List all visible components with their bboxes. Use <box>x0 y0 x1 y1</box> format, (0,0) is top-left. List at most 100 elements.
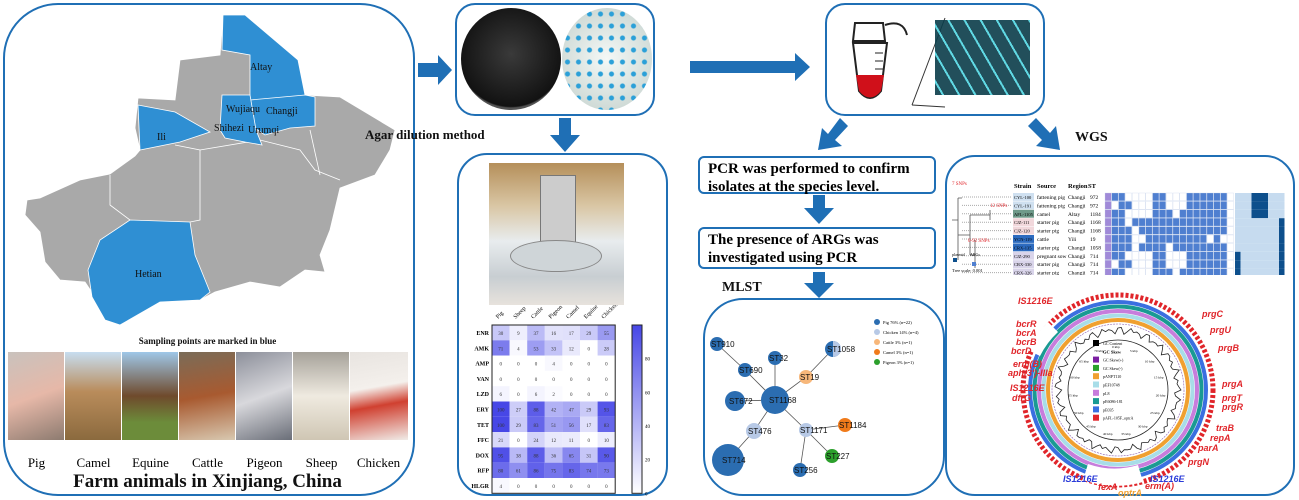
arg-cell <box>1159 243 1166 252</box>
arg-cell <box>1132 243 1139 252</box>
colorbar-tick: 80 <box>645 358 651 363</box>
heatmap-cell <box>544 325 563 341</box>
arg-cell <box>1220 268 1228 275</box>
heatmap-cell <box>597 370 616 387</box>
animal-label: Equine <box>132 455 169 470</box>
heatmap-cell-value: 30 <box>498 332 504 337</box>
animal-label: Chicken <box>356 455 401 470</box>
arg-cell <box>1227 260 1234 269</box>
tree-cell: CJZ-111 <box>1014 220 1029 225</box>
heatmap-cell <box>597 386 616 402</box>
legend-swatch <box>874 319 880 325</box>
heatmap-row-label: AMK <box>474 346 489 352</box>
arg-cell <box>1220 234 1228 243</box>
arg-cell <box>1145 201 1153 210</box>
heatmap-col-label: Pigeon <box>548 305 564 320</box>
arg-cell <box>1172 218 1180 227</box>
heatmap-cell <box>562 325 580 341</box>
heatmap-cell <box>509 432 528 448</box>
heatmap-col-label: Equine <box>583 305 599 320</box>
dark-agar-plate <box>461 8 561 110</box>
arg-cell <box>1193 268 1200 275</box>
arg-cell <box>1138 268 1146 275</box>
tree-cell: Altay <box>1068 212 1080 218</box>
gene-label: bcrR <box>1016 319 1037 329</box>
gene-label: bcrA <box>1016 328 1037 338</box>
heatmap-cell-value: 29 <box>586 332 592 337</box>
arg-cell <box>1179 218 1187 227</box>
plasmid-cell <box>1251 235 1257 244</box>
legend-label: pANPT110 <box>1103 374 1121 379</box>
label-shihezi: Shihezi <box>214 123 244 134</box>
plasmid-cell <box>1262 260 1268 269</box>
arg-cell <box>1220 260 1228 269</box>
arg-cell <box>1220 251 1228 260</box>
heatmap-row-label: VAN <box>477 377 490 383</box>
arg-cell <box>1132 209 1139 218</box>
heatmap-cell <box>509 416 528 433</box>
animal-label: Sheep <box>305 455 338 470</box>
tree-header: Region <box>1068 183 1088 190</box>
mlst-node-label: ST910 <box>711 340 735 349</box>
arg-cell <box>1186 234 1194 243</box>
arg-cell <box>1138 251 1146 260</box>
arg-cell <box>1138 201 1146 210</box>
plasmid-cell <box>1240 201 1246 210</box>
legend-swatch <box>874 359 880 365</box>
label-hetian: Hetian <box>135 269 162 280</box>
heatmap-cell <box>509 447 528 463</box>
arg-cell <box>1227 234 1234 243</box>
mlst-network: ST910 ST690 ST32 ST19 ST1058 ST672 ST1168 ST476… <box>710 319 919 477</box>
xinjiang-map: Altay Changji Wujiaqu Urumqi Shihezi Ili… <box>24 14 396 326</box>
ring-tick: 70 kbp <box>1094 349 1104 353</box>
heatmap-cell <box>580 355 598 371</box>
arg-cell <box>1179 226 1187 235</box>
legend-swatch <box>874 339 880 345</box>
heatmap-row-label: HLGR <box>471 484 489 490</box>
mlst-node-label: ST1168 <box>769 396 797 405</box>
plasmid-cell <box>1273 251 1279 261</box>
heatmap-cell-value: 42 <box>551 409 557 414</box>
tree-cell: CYL-100 <box>1014 195 1032 200</box>
tree-cell: AFL-1105 <box>1014 212 1034 217</box>
photo-sheep <box>293 352 349 440</box>
arg-cell <box>1200 251 1207 260</box>
heatmap-cell-value: 4 <box>552 363 555 368</box>
heatmap-cell <box>544 447 563 463</box>
strain-bg <box>1013 268 1034 275</box>
heatmap-cell-value: 75 <box>551 470 557 475</box>
arg-cell <box>1213 268 1221 275</box>
ring-tick: 5 kbp <box>1130 349 1138 353</box>
arg-cell <box>1125 268 1132 275</box>
inner-ring <box>1067 339 1169 441</box>
heatmap-cell-value: 90 <box>604 454 610 459</box>
arg-cell <box>1132 268 1139 275</box>
legend-label: Pigeon 3% (n=1) <box>883 360 914 365</box>
plasmid-cell <box>1251 201 1257 210</box>
arg-cell <box>1213 201 1221 210</box>
heatmap-cell-value: 10 <box>604 439 610 444</box>
legend-label: GC Skew <box>1103 349 1122 354</box>
colorbar <box>631 324 643 494</box>
tree-cell: 1058 <box>1090 245 1101 251</box>
heatmap-cell-value: 74 <box>586 470 592 475</box>
mlst-node-label: ST19 <box>800 373 820 382</box>
arg-cell <box>1193 251 1200 260</box>
plasmid-cell <box>1279 209 1285 219</box>
region-wujiaqu-urumqi <box>219 94 263 146</box>
heatmap-cell-value: 37 <box>534 332 540 337</box>
ring-tick: 0 kbp <box>1112 345 1120 349</box>
arg-cell <box>1166 226 1173 235</box>
arg-cell <box>1118 268 1126 275</box>
animal-label: Camel <box>76 455 111 470</box>
tree-cell: Changji <box>1068 254 1086 260</box>
plasmid-cell <box>1240 243 1246 252</box>
arg-cell <box>1186 226 1194 235</box>
heatmap-cell <box>509 325 528 341</box>
tree-cell: pregnant sow <box>1037 254 1067 260</box>
plasmid-cell <box>1240 251 1246 261</box>
photo-pigeon <box>236 352 292 440</box>
tree-cell: starter pig <box>1037 262 1059 268</box>
plasmid-cell <box>1257 201 1263 210</box>
arg-cell <box>1213 234 1221 243</box>
